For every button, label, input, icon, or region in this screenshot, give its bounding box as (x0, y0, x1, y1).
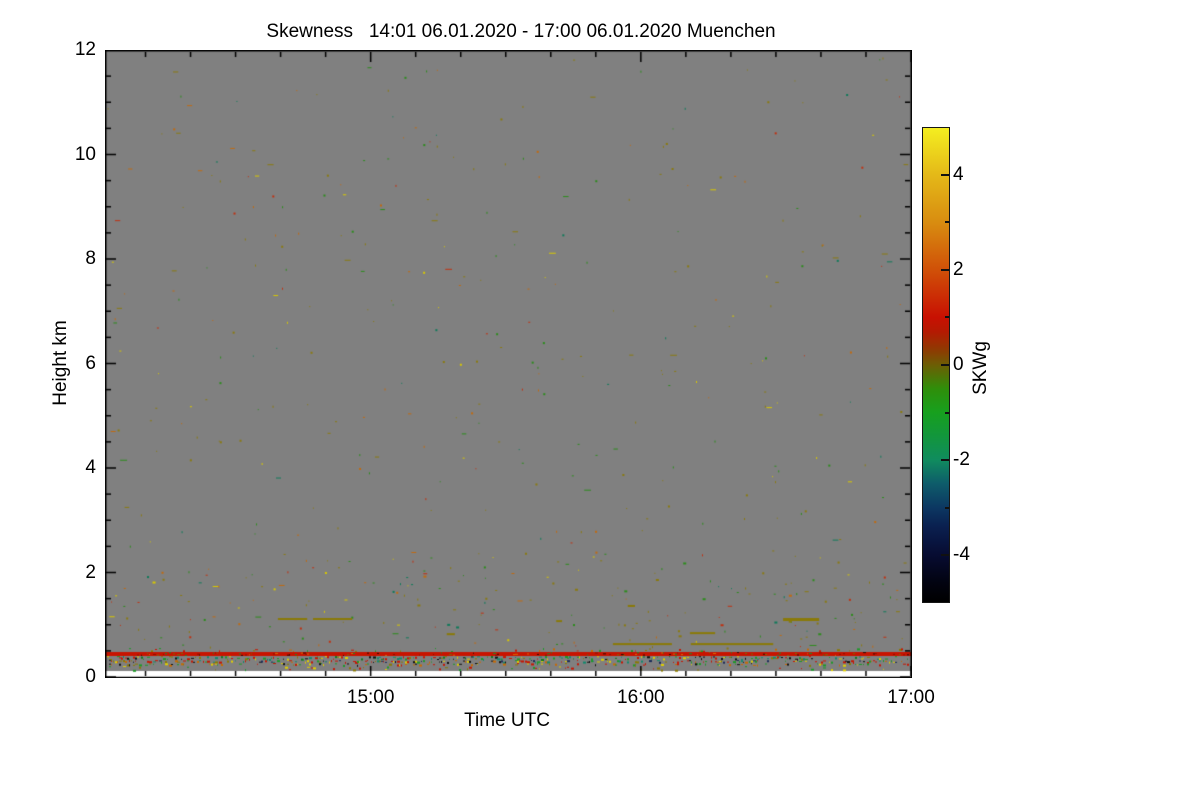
y-tick-label: 10 (74, 143, 96, 165)
colorbar-tick-label: -2 (953, 449, 970, 471)
y-tick-label: 4 (85, 457, 96, 478)
y-tick-label: 0 (85, 666, 96, 687)
chart-title: Skewness 14:01 06.01.2020 - 17:00 06.01.… (266, 21, 776, 42)
x-axis-title: Time UTC (464, 710, 550, 731)
heatmap-plot-canvas (105, 50, 912, 678)
x-tick-label: 15:00 (346, 687, 395, 708)
colorbar-title: SKWg (970, 341, 991, 395)
colorbar (922, 127, 950, 603)
y-tick-label: 12 (74, 39, 96, 60)
colorbar-tick-label: 4 (953, 163, 964, 185)
colorbar-tick-label: 2 (953, 258, 964, 280)
colorbar-tick-label: 0 (953, 354, 964, 375)
y-tick-label: 2 (85, 561, 96, 583)
y-axis-title: Height km (50, 320, 71, 406)
colorbar-tick-label: -4 (953, 544, 970, 566)
x-tick-label: 17:00 (887, 687, 935, 708)
x-tick-label: 16:00 (617, 687, 665, 708)
y-tick-label: 8 (85, 248, 96, 269)
